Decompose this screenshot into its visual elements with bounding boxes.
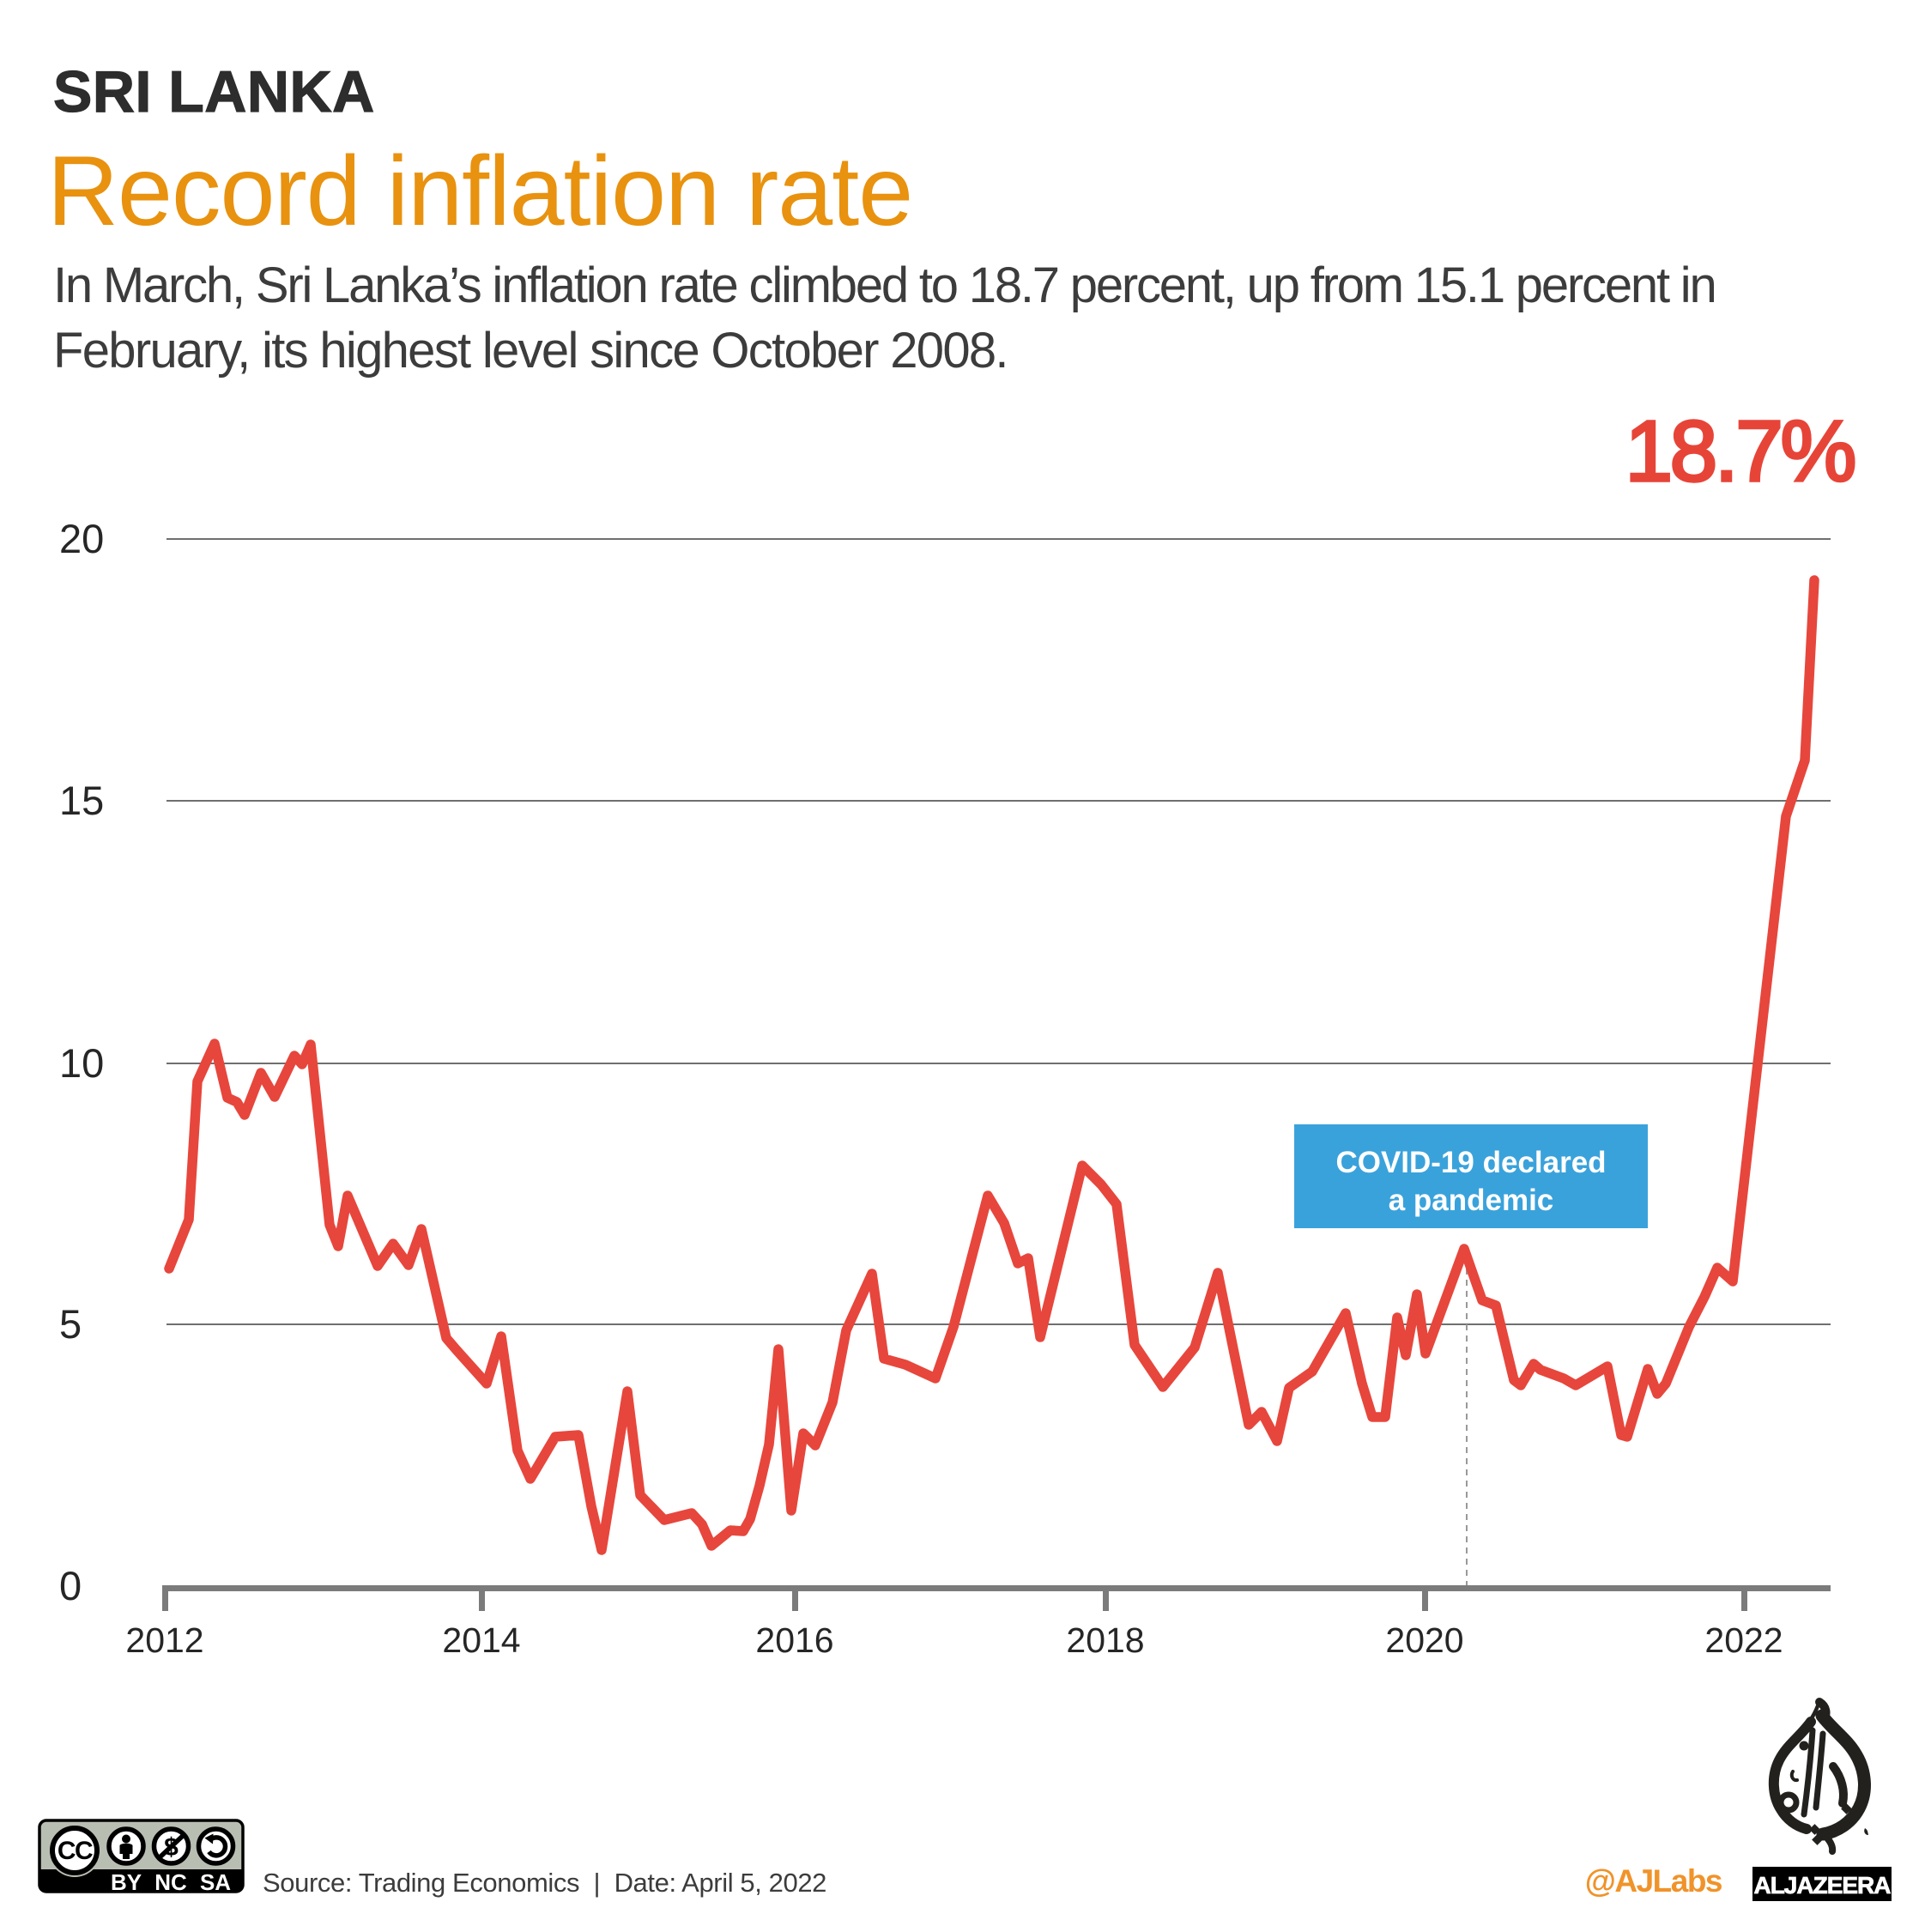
- svg-text:2012: 2012: [125, 1620, 203, 1660]
- svg-text:Record inflation rate: Record inflation rate: [47, 136, 912, 246]
- svg-text:0: 0: [59, 1563, 82, 1608]
- svg-text:20: 20: [59, 516, 104, 561]
- svg-text:10: 10: [59, 1040, 104, 1086]
- svg-text:@AJLabs: @AJLabs: [1585, 1863, 1722, 1899]
- svg-text:2014: 2014: [442, 1620, 520, 1660]
- svg-text:5: 5: [59, 1301, 82, 1347]
- svg-text:CC: CC: [58, 1837, 93, 1865]
- svg-text:SRI LANKA: SRI LANKA: [53, 59, 375, 124]
- svg-text:2022: 2022: [1704, 1620, 1783, 1660]
- svg-text:COVID-19 declared: COVID-19 declared: [1335, 1146, 1606, 1179]
- svg-text:SA: SA: [200, 1869, 231, 1895]
- svg-text:2016: 2016: [755, 1620, 833, 1660]
- svg-text:BY: BY: [111, 1869, 142, 1895]
- svg-text:a pandemic: a pandemic: [1389, 1184, 1554, 1217]
- svg-text:2020: 2020: [1385, 1620, 1463, 1660]
- svg-text:18.7%: 18.7%: [1625, 403, 1854, 500]
- svg-text:ALJAZEERA: ALJAZEERA: [1753, 1872, 1891, 1899]
- svg-text:February, its highest level si: February, its highest level since Octobe…: [53, 323, 1008, 379]
- svg-text:Source: Trading Economics |: Source: Trading Economics | Date: April …: [263, 1868, 826, 1898]
- svg-text:2018: 2018: [1066, 1620, 1144, 1660]
- svg-text:15: 15: [59, 778, 104, 823]
- svg-text:In March, Sri Lanka’s inflatio: In March, Sri Lanka’s inflation rate cli…: [53, 257, 1716, 313]
- svg-text:NC: NC: [154, 1869, 187, 1895]
